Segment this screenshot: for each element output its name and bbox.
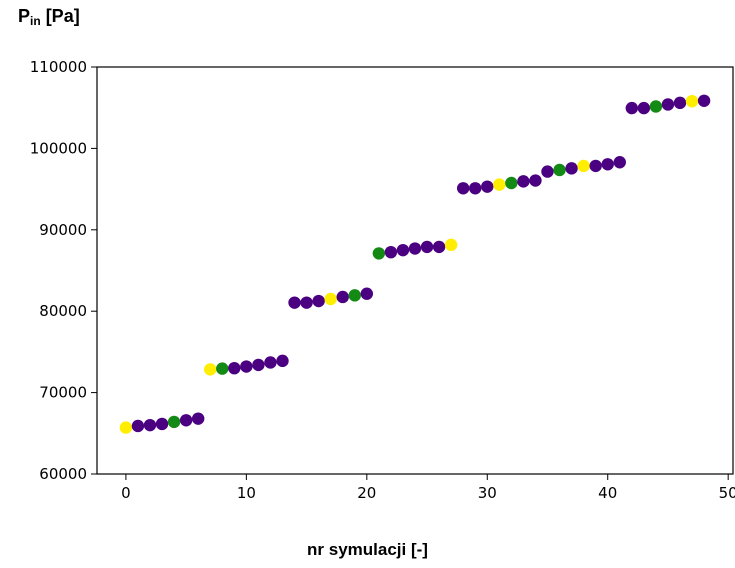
- data-point-purple: [420, 240, 434, 254]
- data-point-green: [553, 163, 566, 177]
- data-point-purple: [155, 417, 169, 431]
- x-ticks: 0 10 20 30 40 50: [121, 474, 735, 502]
- data-point-purple: [384, 245, 398, 259]
- x-tick-label: 10: [237, 484, 256, 502]
- data-point-purple: [228, 361, 241, 375]
- data-point-purple: [131, 419, 145, 433]
- data-point-purple: [541, 165, 554, 178]
- data-point-yellow: [685, 94, 699, 108]
- y-axis-label: Pin [Pa]: [18, 6, 80, 28]
- data-point-yellow: [119, 421, 133, 434]
- y-ticks: 60000 70000 80000 90000 100000 110000: [30, 58, 97, 483]
- data-point-yellow: [324, 292, 337, 306]
- y-tick-label: 100000: [30, 139, 87, 157]
- y-axis-label-unit: [Pa]: [40, 6, 80, 26]
- data-point-yellow: [577, 159, 590, 173]
- data-point-purple: [252, 358, 265, 372]
- data-point-green: [167, 415, 181, 429]
- data-point-green: [505, 176, 518, 190]
- data-point-purple: [276, 354, 289, 368]
- x-tick-label: 20: [357, 484, 376, 502]
- data-point-green: [649, 100, 663, 113]
- data-point-purple: [360, 287, 374, 300]
- data-point-purple: [517, 175, 530, 188]
- data-point-purple: [456, 182, 470, 195]
- data-point-purple: [565, 162, 578, 175]
- data-point-purple: [601, 158, 614, 171]
- data-point-green: [372, 247, 386, 260]
- plot-frame: [96, 66, 734, 475]
- data-point-purple: [336, 290, 349, 304]
- data-point-purple: [529, 174, 542, 187]
- data-point-purple: [613, 156, 626, 169]
- data-point-purple: [408, 242, 422, 255]
- y-tick-label: 70000: [39, 384, 87, 402]
- data-point-green: [348, 289, 361, 302]
- data-point-yellow: [204, 363, 217, 376]
- data-point-purple: [396, 243, 410, 257]
- data-point-purple: [179, 414, 193, 427]
- data-point-yellow: [493, 178, 506, 191]
- scatter-chart: 60000 70000 80000 90000 100000 110000 0 10 20 30…: [30, 58, 735, 502]
- x-tick-label: 0: [121, 484, 131, 502]
- data-point-purple: [661, 98, 675, 111]
- data-point-purple: [143, 418, 157, 432]
- data-point-purple: [240, 360, 253, 373]
- x-tick-label: 30: [478, 484, 497, 502]
- data-point-purple: [625, 101, 639, 115]
- data-point-purple: [191, 412, 205, 425]
- x-tick-label: 40: [598, 484, 617, 502]
- data-point-purple: [300, 296, 313, 309]
- y-axis-label-sub: in: [30, 14, 41, 28]
- y-tick-label: 110000: [30, 58, 87, 76]
- y-axis-label-main: P: [18, 6, 31, 26]
- y-tick-label: 80000: [39, 302, 87, 320]
- data-point-purple: [432, 240, 446, 254]
- data-point-purple: [312, 294, 325, 308]
- y-tick-label: 60000: [39, 465, 87, 483]
- data-point-purple: [589, 159, 602, 173]
- y-tick-label: 90000: [39, 221, 87, 239]
- data-point-yellow: [444, 238, 458, 252]
- data-point-purple: [673, 96, 687, 110]
- x-axis-label: nr symulacji [-]: [307, 540, 428, 559]
- data-point-green: [216, 362, 229, 375]
- data-point-purple: [637, 101, 651, 115]
- data-point-purple: [481, 180, 494, 193]
- x-tick-label: 50: [719, 484, 735, 502]
- data-point-purple: [469, 182, 482, 195]
- data-point-purple: [288, 296, 301, 309]
- data-points: [119, 94, 711, 434]
- data-point-purple: [264, 356, 277, 369]
- data-point-purple: [697, 94, 711, 107]
